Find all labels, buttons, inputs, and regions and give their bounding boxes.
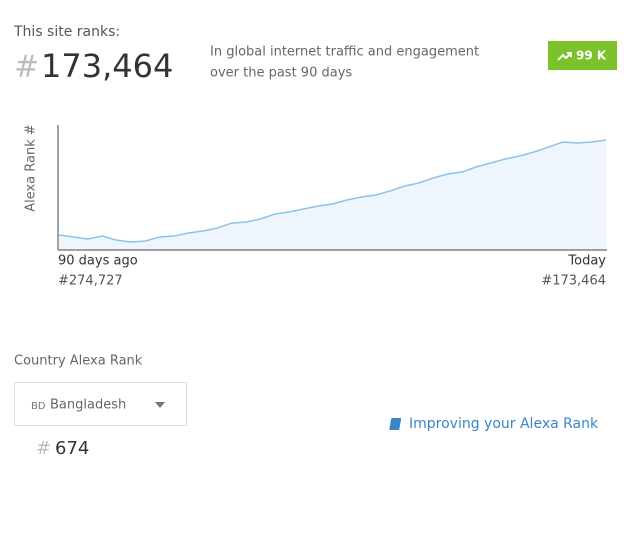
- country-name: Bangladesh: [50, 398, 126, 413]
- end-value: #173,464: [541, 274, 606, 289]
- country-rank: 674: [55, 438, 89, 459]
- global-rank: 173,464: [41, 47, 173, 85]
- caret: [155, 402, 165, 408]
- trend-icon: [557, 52, 572, 61]
- start-value: #274,727: [58, 274, 123, 289]
- badge-text: 99 K: [576, 49, 607, 63]
- country-code: BD: [31, 401, 46, 412]
- line: [58, 139, 607, 243]
- y-axis-label: Alexa Rank #: [24, 124, 39, 212]
- start-label: 90 days ago: [58, 254, 138, 269]
- rank-label: This site ranks:: [13, 24, 120, 40]
- book-icon: [389, 418, 402, 430]
- rank-prefix: #: [14, 50, 39, 85]
- description: In global internet traffic and engagemen…: [210, 45, 479, 60]
- link-text[interactable]: Improving your Alexa Rank: [409, 416, 599, 432]
- country-rank-prefix: #: [36, 438, 51, 459]
- description: over the past 90 days: [210, 66, 352, 81]
- improve-link[interactable]: Improving your Alexa Rank: [389, 416, 599, 432]
- trend-icon: [567, 52, 572, 57]
- country-dropdown[interactable]: BD Bangladesh: [14, 382, 187, 426]
- end-label: Today: [567, 254, 606, 269]
- badge: [548, 41, 617, 70]
- country-title: Country Alexa Rank: [14, 354, 143, 369]
- area: [59, 140, 606, 250]
- chart: [58, 139, 607, 250]
